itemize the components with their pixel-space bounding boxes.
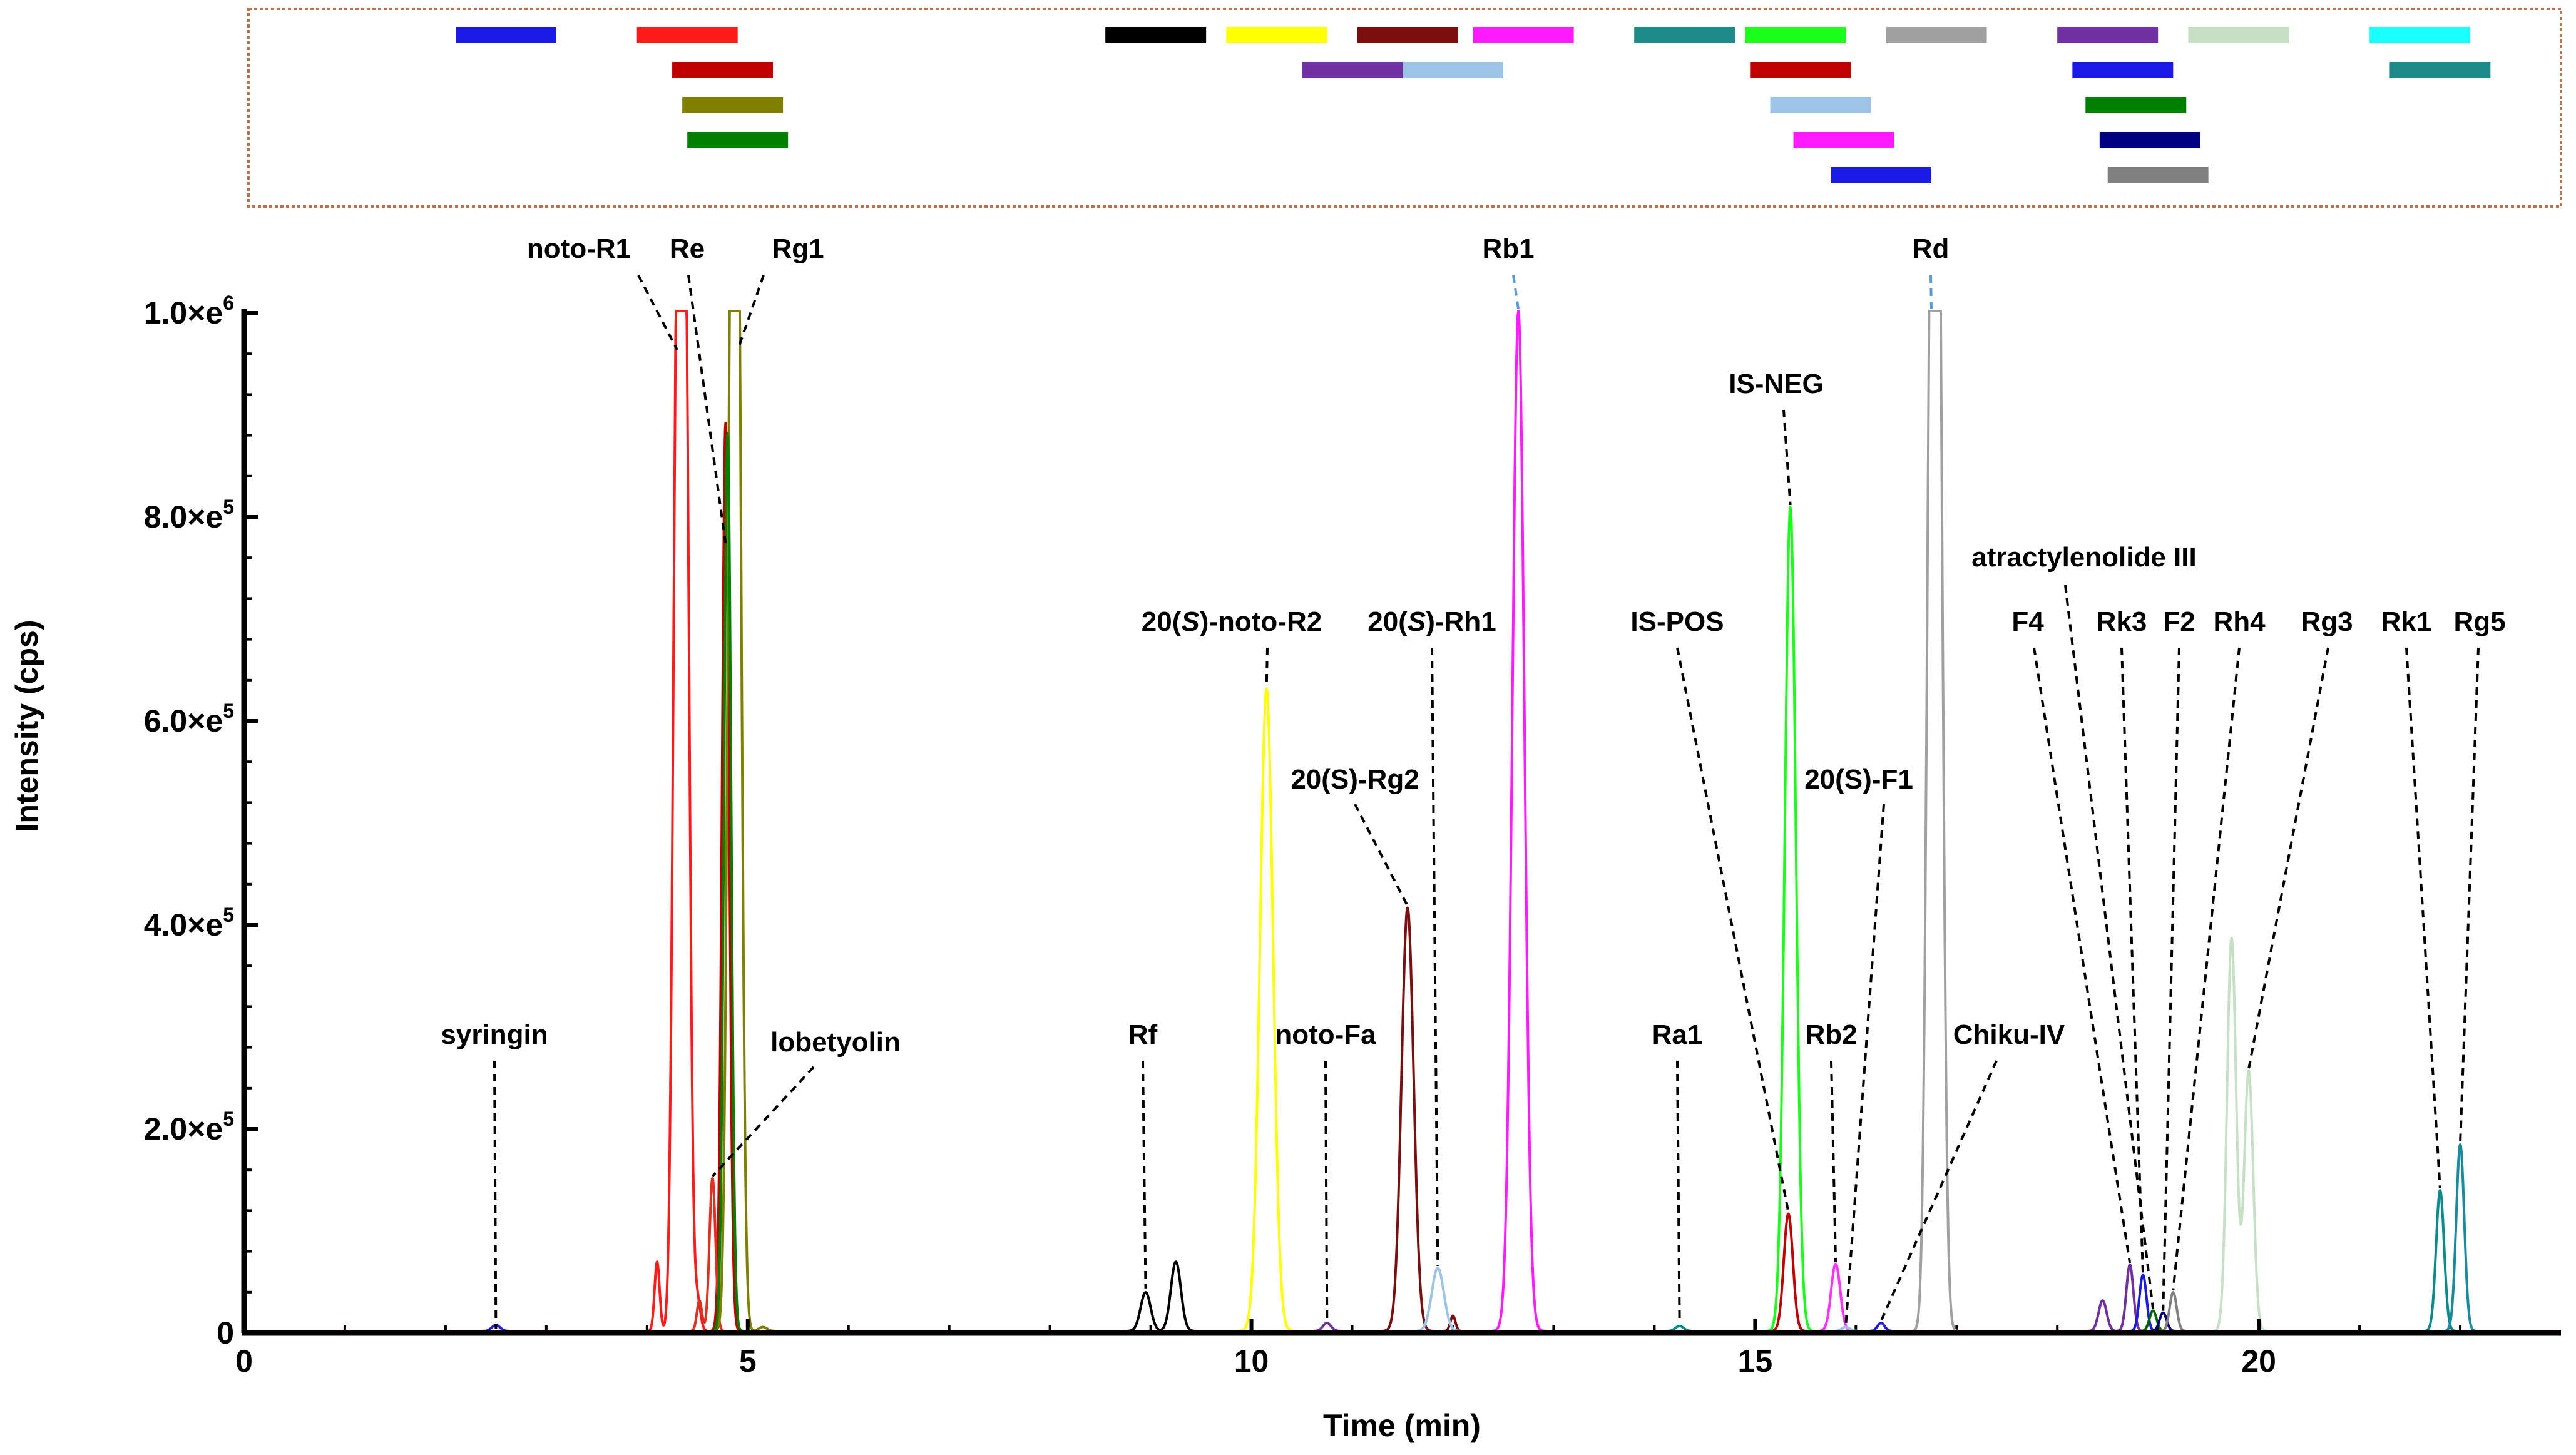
mrm-window-bar bbox=[2099, 132, 2200, 148]
leader-line bbox=[637, 275, 678, 351]
y-tick-label: 0 bbox=[217, 1315, 234, 1350]
x-tick-label: 10 bbox=[1234, 1344, 1269, 1379]
leader-line bbox=[1676, 1060, 1681, 1324]
leader-line bbox=[2247, 647, 2329, 1070]
x-axis-ticks: 0 5 10 15 20 bbox=[235, 1319, 2276, 1379]
mrm-window-panel bbox=[247, 8, 2562, 208]
mrm-window-bars bbox=[456, 27, 2491, 183]
peak-label: F4 bbox=[2011, 606, 2044, 637]
mrm-window-bar bbox=[1226, 27, 1327, 43]
peak-label: noto-Fa bbox=[1275, 1019, 1376, 1050]
leader-line bbox=[1142, 1060, 1147, 1289]
mrm-window-bar bbox=[1750, 62, 1851, 78]
peak-label: 20(S)-noto-R2 bbox=[1142, 606, 1322, 637]
peak-label: IS-NEG bbox=[1729, 369, 1824, 399]
leader-line bbox=[1844, 804, 1885, 1325]
y-tick-label: 6.0×e5 bbox=[144, 700, 234, 738]
mrm-window-bar bbox=[672, 62, 774, 78]
leader-line bbox=[711, 1066, 815, 1177]
peak-label: Rg1 bbox=[772, 233, 824, 264]
mrm-window-bar bbox=[1302, 62, 1403, 78]
y-tick-label: 1.0×e6 bbox=[144, 292, 234, 330]
leader-line bbox=[1830, 1060, 1837, 1262]
x-tick-label: 15 bbox=[1738, 1344, 1773, 1379]
plot-area: 0 2.0×e5 4.0×e5 6.0×e5 8.0×e5 1.0×e6 0 5 10 15 20… bbox=[144, 233, 2561, 1379]
y-axis-title: Intensity (cps) bbox=[9, 620, 44, 832]
peak-label: 20(S)-Rg2 bbox=[1291, 764, 1419, 795]
leader-line bbox=[1354, 804, 1409, 907]
mrm-window-bar bbox=[1770, 97, 1871, 113]
peak-label: Rh4 bbox=[2213, 606, 2266, 637]
peak-label: Rf bbox=[1128, 1019, 1158, 1050]
peak-label: F2 bbox=[2163, 606, 2195, 637]
peak-label: Rg3 bbox=[2301, 606, 2353, 637]
leader-line bbox=[493, 1060, 498, 1330]
mrm-window-bar bbox=[1357, 27, 1458, 43]
mrm-window-bar bbox=[2389, 62, 2491, 78]
y-tick-label: 8.0×e5 bbox=[144, 496, 234, 534]
leader-line bbox=[736, 275, 765, 350]
x-tick-label: 0 bbox=[235, 1344, 253, 1379]
mrm-window-bar bbox=[2057, 27, 2159, 43]
mrm-window-bar bbox=[2107, 167, 2209, 183]
mrm-window-bar bbox=[1403, 62, 1503, 78]
x-tick-label: 5 bbox=[739, 1344, 757, 1379]
peak-labels: syringin noto-R1 Re Rg1 lobetyolin Rf 20(S)-no… bbox=[441, 233, 2505, 1058]
mrm-window-bar bbox=[1745, 27, 1846, 43]
peak-label: 20(S)-Rh1 bbox=[1367, 606, 1496, 637]
leader-line bbox=[1676, 647, 1790, 1212]
x-axis-title: Time (min) bbox=[1323, 1408, 1481, 1443]
mrm-window-bar bbox=[1634, 27, 1735, 43]
peak-leader-lines bbox=[493, 275, 2480, 1330]
peak-label: Re bbox=[670, 233, 705, 264]
mrm-window-bar bbox=[2085, 97, 2187, 113]
mrm-window-bar bbox=[1793, 132, 1894, 148]
leader-line bbox=[2172, 647, 2241, 1291]
leader-line bbox=[2459, 647, 2480, 1143]
mrm-window-box bbox=[247, 8, 2562, 208]
mrm-window-bar bbox=[1831, 167, 1932, 183]
peak-label: Rk1 bbox=[2381, 606, 2432, 637]
y-axis-ticks: 0 2.0×e5 4.0×e5 6.0×e5 8.0×e5 1.0×e6 bbox=[144, 292, 258, 1350]
leader-line bbox=[687, 275, 727, 544]
mrm-window-bar bbox=[1473, 27, 1574, 43]
peak-label: Chiku-IV bbox=[1953, 1019, 2065, 1050]
peak-label: atractylenolide III bbox=[1971, 542, 2196, 573]
leader-line bbox=[2162, 647, 2180, 1311]
peak-label: Rd bbox=[1913, 233, 1950, 264]
leader-line bbox=[2064, 585, 2155, 1309]
mrm-window-bar bbox=[687, 132, 789, 148]
peak-label: 20(S)-F1 bbox=[1804, 764, 1913, 795]
leader-line bbox=[1324, 1060, 1329, 1321]
mrm-window-bar bbox=[1886, 27, 1987, 43]
peak-label: lobetyolin bbox=[770, 1027, 901, 1058]
leader-line bbox=[1879, 1060, 1998, 1322]
x-tick-label: 20 bbox=[2241, 1344, 2276, 1379]
y-tick-label: 4.0×e5 bbox=[144, 904, 234, 942]
peak-label: syringin bbox=[441, 1019, 548, 1050]
mrm-window-bar bbox=[2369, 27, 2471, 43]
mrm-window-bar bbox=[682, 97, 784, 113]
mrm-window-bar bbox=[2188, 27, 2289, 43]
mrm-window-bar bbox=[456, 27, 556, 43]
peak-label: Rb1 bbox=[1482, 233, 1534, 264]
y-tick-label: 2.0×e5 bbox=[144, 1108, 234, 1146]
leader-line bbox=[1782, 409, 1792, 506]
leader-line bbox=[1512, 275, 1520, 310]
mrm-window-bar bbox=[1105, 27, 1207, 43]
mrm-window-bar bbox=[2072, 62, 2174, 78]
peak-label: Rk3 bbox=[2097, 606, 2147, 637]
peak-label: Rb2 bbox=[1805, 1019, 1857, 1050]
peak-label: Rg5 bbox=[2453, 606, 2505, 637]
leader-line bbox=[1431, 647, 1439, 1266]
leader-line bbox=[2033, 647, 2132, 1264]
leader-line bbox=[2405, 647, 2441, 1189]
peak-label: Ra1 bbox=[1652, 1019, 1703, 1050]
peak-label: noto-R1 bbox=[527, 233, 631, 264]
mrm-window-bar bbox=[636, 27, 738, 43]
peak-label: IS-POS bbox=[1630, 606, 1724, 637]
